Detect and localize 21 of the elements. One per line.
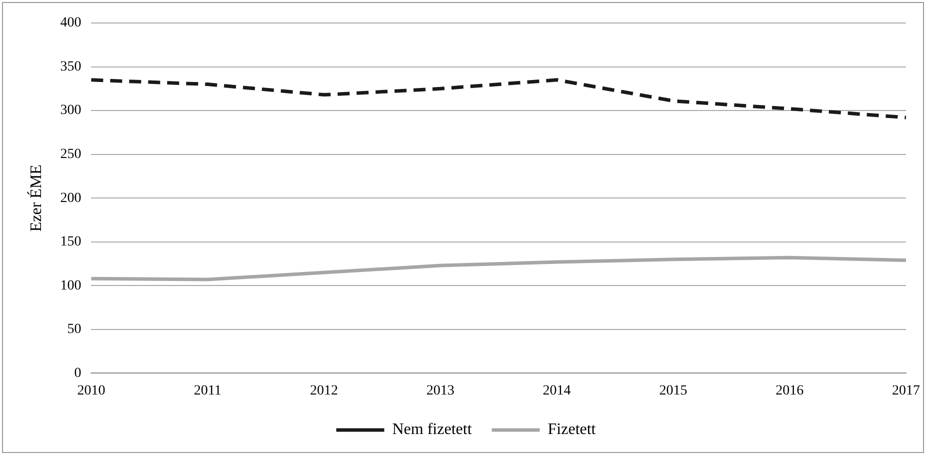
x-tick-label: 2012 bbox=[310, 383, 338, 398]
y-tick-label: 350 bbox=[60, 59, 82, 74]
x-tick-label: 2016 bbox=[776, 383, 804, 398]
line-series bbox=[89, 78, 908, 120]
y-axis-title: Ezer ÉME bbox=[26, 164, 45, 232]
y-tick-label: 200 bbox=[60, 190, 82, 206]
x-tick-label: 2014 bbox=[542, 383, 571, 398]
x-tick-label: 2015 bbox=[659, 383, 688, 398]
y-tick-label: 400 bbox=[60, 16, 82, 31]
y-tick-label: 100 bbox=[60, 278, 82, 294]
legend-label: Nem fizetett bbox=[392, 421, 472, 438]
x-tick-label: 2013 bbox=[426, 383, 454, 398]
y-tick-label: 150 bbox=[60, 234, 82, 250]
y-tick-label: 0 bbox=[74, 366, 82, 381]
x-tick-label: 2017 bbox=[892, 383, 920, 398]
y-tick-label: 300 bbox=[60, 103, 82, 118]
y-tick-label: 250 bbox=[60, 146, 82, 162]
x-tick-label: 2011 bbox=[194, 383, 222, 398]
y-tick-label: 50 bbox=[67, 322, 82, 338]
x-tick-label: 2010 bbox=[77, 383, 106, 398]
legend-label: Fizetett bbox=[548, 421, 596, 438]
